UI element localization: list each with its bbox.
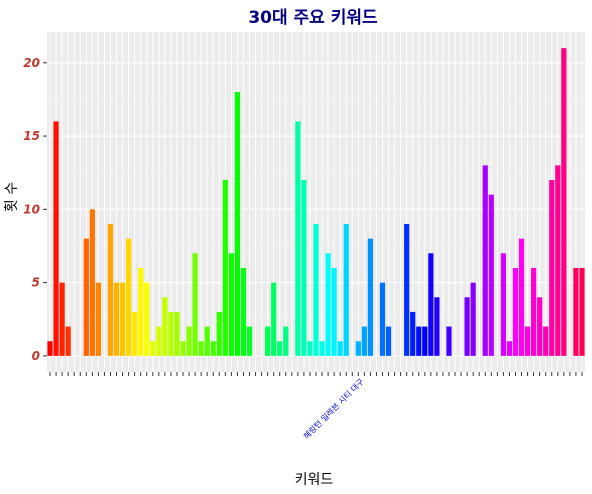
bar: [132, 311, 138, 356]
bar: [428, 253, 434, 356]
bar: [89, 209, 95, 356]
y-axis-label: 횟 수: [4, 182, 20, 212]
bar: [144, 282, 150, 356]
bar: [65, 326, 71, 356]
bar: [277, 341, 283, 356]
bar: [512, 267, 519, 356]
bar: [404, 223, 410, 356]
bar: [470, 282, 476, 356]
bar: [59, 282, 65, 356]
bar: [464, 297, 470, 356]
bar: [295, 121, 301, 356]
bar: [385, 326, 392, 356]
bar: [307, 341, 313, 356]
bar: [198, 341, 204, 356]
bar: [138, 267, 144, 356]
y-tick-label: 20: [23, 56, 40, 70]
bar: [301, 180, 307, 356]
y-tick-label: 5: [32, 276, 40, 290]
y-axis-ticks: 0 5 10 15 20: [23, 56, 47, 363]
bar: [234, 92, 241, 356]
bar: [573, 267, 579, 356]
bar: [319, 341, 325, 356]
bar: [162, 297, 168, 356]
bar: [246, 326, 253, 356]
bar: [422, 326, 428, 356]
chart-title: 30대 주요 키워드: [248, 8, 378, 28]
bar: [283, 326, 289, 356]
bar: [150, 341, 156, 356]
bar: [361, 326, 367, 356]
bar: [482, 165, 488, 356]
bar: [506, 341, 513, 356]
bar: [95, 282, 101, 356]
bar: [561, 48, 567, 356]
bar: [271, 282, 277, 356]
bar: [446, 326, 452, 356]
bar: [265, 326, 271, 356]
bar: [204, 326, 210, 356]
bar: [222, 180, 228, 356]
bar: [524, 326, 531, 356]
bar: [488, 194, 494, 356]
bar: [331, 267, 337, 356]
bar: [555, 165, 561, 356]
bar: [83, 238, 89, 356]
bar: [531, 267, 537, 356]
bar: [174, 311, 180, 356]
bar: [325, 253, 331, 356]
bar: [210, 341, 216, 356]
y-tick-label: 0: [32, 349, 40, 363]
x-axis-label: 키워드: [295, 472, 334, 488]
bar: [579, 267, 585, 356]
bar: [53, 121, 59, 356]
bar: [379, 282, 386, 356]
y-tick-label: 15: [23, 129, 40, 143]
bar: [434, 297, 440, 356]
bar: [168, 311, 174, 356]
bar: [543, 326, 549, 356]
bar: [180, 341, 186, 356]
bar: [355, 341, 361, 356]
bar: [240, 267, 247, 356]
bar: [126, 238, 132, 356]
bars: [47, 48, 585, 356]
bar: [337, 341, 343, 356]
bar: [367, 238, 374, 356]
bar: [186, 326, 192, 356]
bar: [518, 238, 525, 356]
bar: [113, 282, 120, 356]
x-axis-ticks: [49, 372, 583, 376]
y-tick-label: 10: [23, 202, 40, 216]
bar: [313, 223, 319, 356]
bar: [216, 311, 222, 356]
bar: [156, 326, 162, 356]
bar: [119, 282, 126, 356]
bar: [416, 326, 422, 356]
bar: [410, 311, 416, 356]
bar: [500, 253, 506, 356]
bar: [192, 253, 198, 356]
bar: [47, 341, 53, 356]
bar: [228, 253, 234, 356]
bar: [107, 223, 114, 356]
bar: [343, 223, 349, 356]
bar: [537, 297, 543, 356]
bar: [549, 180, 555, 356]
x-tick-label-annotation: 혜링턴 일레븐 시티 대구: [301, 376, 366, 441]
